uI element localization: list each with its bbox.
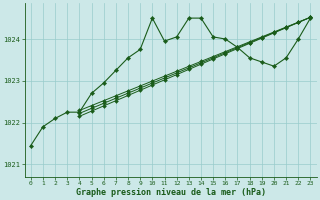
X-axis label: Graphe pression niveau de la mer (hPa): Graphe pression niveau de la mer (hPa) (76, 188, 266, 197)
